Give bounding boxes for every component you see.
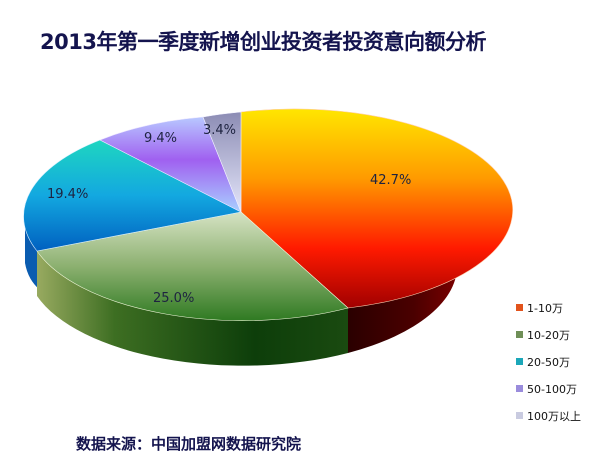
slice-50-100	[99, 116, 242, 213]
legend-label: 1-10万	[527, 301, 563, 315]
label-1-10: 42.7%	[370, 173, 411, 188]
legend-swatch-icon	[516, 385, 523, 392]
legend: 1-10万 10-20万 20-50万 50-100万 100万以上	[516, 294, 581, 429]
legend-swatch-icon	[516, 412, 523, 419]
side-1-10	[348, 218, 458, 353]
chart-title: 2013年第一季度新增创业投资者投资意向额分析	[40, 30, 486, 54]
legend-swatch-icon	[516, 304, 523, 311]
legend-item-100-plus: 100万以上	[516, 402, 581, 429]
legend-label: 20-50万	[527, 355, 570, 369]
label-100-plus: 3.4%	[203, 123, 236, 138]
legend-label: 100万以上	[527, 409, 581, 423]
legend-item-20-50: 20-50万	[516, 348, 581, 375]
legend-label: 50-100万	[527, 382, 577, 396]
slice-10-20	[36, 211, 349, 321]
side-10-20	[37, 251, 348, 366]
label-20-50: 19.4%	[47, 187, 88, 202]
label-50-100: 9.4%	[144, 131, 177, 146]
legend-label: 10-20万	[527, 328, 570, 342]
slice-1-10	[240, 108, 514, 309]
legend-swatch-icon	[516, 331, 523, 338]
label-10-20: 25.0%	[153, 291, 194, 306]
slice-100-plus	[202, 111, 242, 213]
legend-swatch-icon	[516, 358, 523, 365]
legend-item-50-100: 50-100万	[516, 375, 581, 402]
slice-20-50	[23, 139, 242, 252]
data-source-note: 数据来源：中国加盟网数据研究院	[76, 435, 302, 453]
legend-item-1-10: 1-10万	[516, 294, 581, 321]
legend-item-10-20: 10-20万	[516, 321, 581, 348]
